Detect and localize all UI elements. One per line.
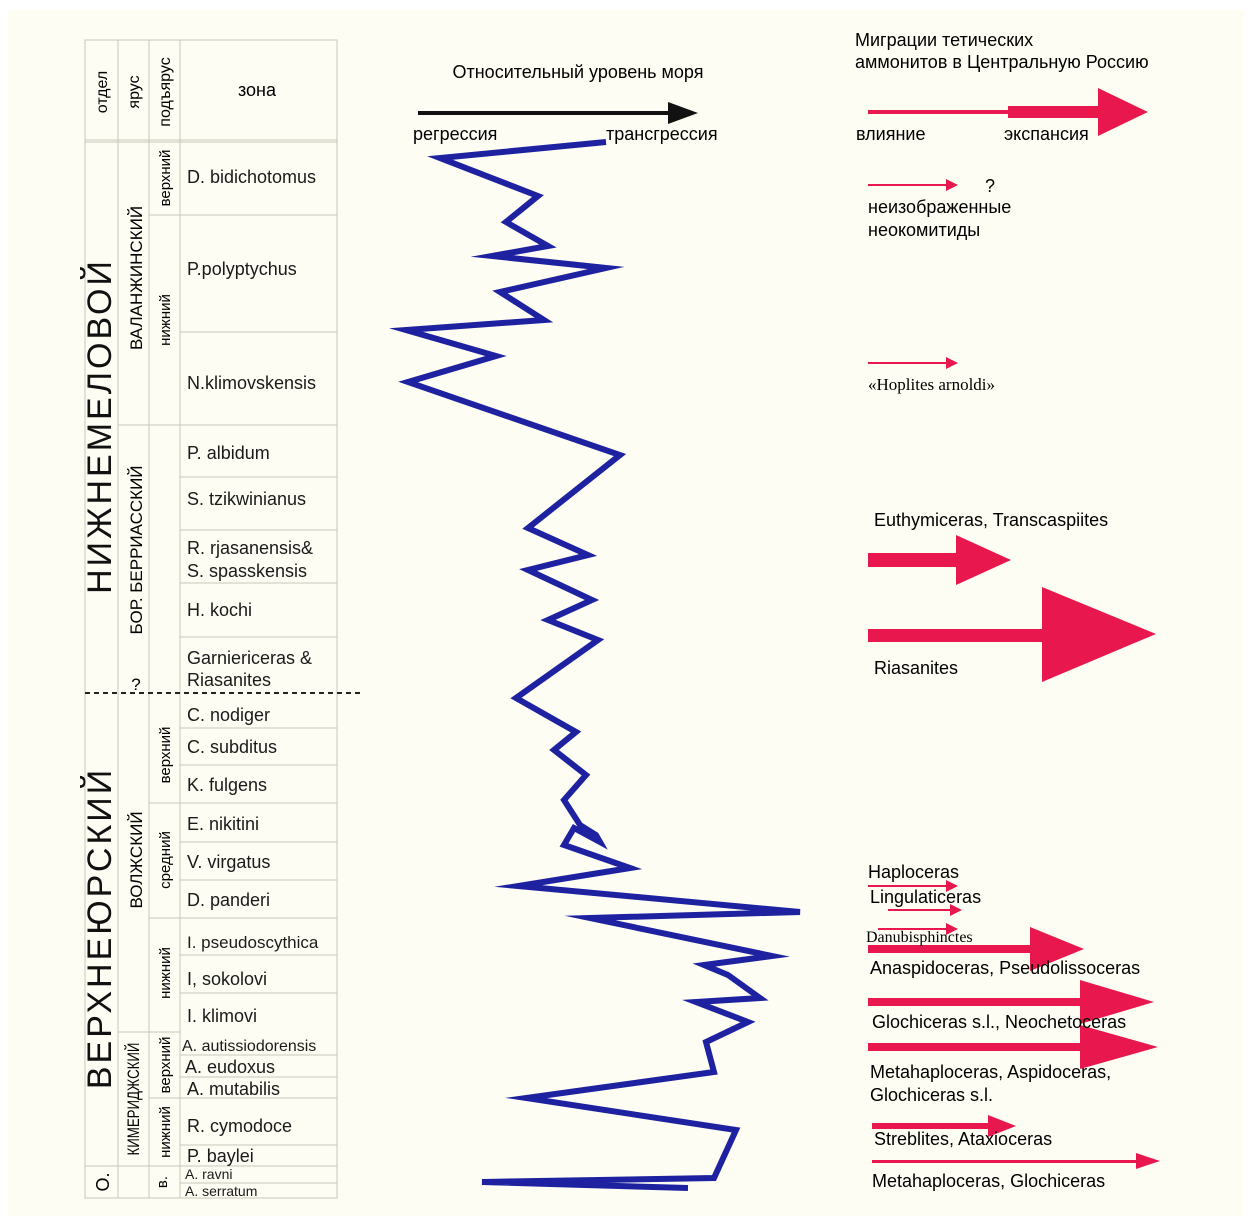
migration-arrowhead: [1136, 1153, 1160, 1169]
migration-title-line1: Миграции тетических: [855, 30, 1033, 50]
zone-label: P. baylei: [187, 1146, 254, 1166]
migration-label: Glochiceras s.l.: [870, 1085, 993, 1105]
figure-panel: отдел ярус подъярус зона НИЖНЕМЕЛОВОЙ ВЕ…: [8, 10, 1244, 1216]
migration-arrowhead: [946, 880, 958, 892]
zone-label: D. panderi: [187, 890, 270, 910]
migration-arrow: [872, 1160, 1140, 1163]
zone-label: I. pseudoscythica: [187, 933, 319, 952]
zone-label: R. rjasanensis&: [187, 538, 313, 558]
influence-label: влияние: [856, 124, 925, 144]
zone-label: A. mutabilis: [187, 1079, 280, 1099]
migration-label: Danubisphinctes: [866, 929, 973, 946]
migration-label: Glochiceras s.l., Neochetoceras: [872, 1012, 1126, 1032]
migration-question-mark: ?: [985, 176, 995, 196]
migration-label: Metahaploceras, Aspidoceras,: [870, 1062, 1111, 1082]
migration-label: Haploceras: [868, 862, 959, 882]
stage-berriasian: БОР. БЕРРИАССКИЙ: [127, 465, 146, 634]
migration-arrow: [868, 927, 1084, 971]
migration-label: неокомитиды: [868, 220, 980, 240]
zone-label: A. autissiodorensis: [182, 1038, 316, 1055]
zone-label: P. albidum: [187, 443, 270, 463]
stratigraphic-table: отдел ярус подъярус зона НИЖНЕМЕЛОВОЙ ВЕ…: [81, 39, 360, 1199]
migration-arrow: [868, 1025, 1158, 1069]
zone-label: A. serratum: [185, 1183, 257, 1199]
migration-arrow: [868, 885, 948, 887]
migration-arrow: [868, 184, 948, 186]
stage-question: ?: [131, 675, 140, 694]
migration-label: Euthymiceras, Transcaspiites: [874, 510, 1108, 530]
zone-label: S. spasskensis: [187, 561, 307, 581]
migration-arrow: [868, 362, 948, 364]
migration-arrowhead: [946, 923, 958, 935]
zone-label: P.polyptychus: [187, 259, 297, 279]
stage-oxf-v: в.: [154, 1176, 171, 1188]
table-grid: [84, 39, 338, 1199]
migration-arrow: [868, 587, 1156, 682]
header-podyarus: подъярус: [157, 57, 174, 126]
migration-label: «Hoplites arnoldi»: [868, 375, 995, 394]
migration-arrowhead: [946, 357, 958, 369]
sea-level-axis-arrowhead: [668, 102, 698, 124]
zone-label: S. tzikwinianus: [187, 489, 306, 509]
migration-label: неизображенные: [868, 197, 1011, 217]
expansion-label: экспансия: [1004, 124, 1089, 144]
migration-label: Streblites, Ataxioceras: [874, 1129, 1052, 1149]
stage-valanginian: ВАЛАНЖИНСКИЙ: [127, 206, 146, 350]
regression-label: регрессия: [413, 124, 497, 144]
zone-label: R. cymodoce: [187, 1116, 292, 1136]
stage-volgian: ВОЛЖСКИЙ: [127, 811, 146, 908]
zone-label: E. nikitini: [187, 814, 259, 834]
substage-volgian-upper: верхний: [157, 727, 174, 784]
zone-label: Riasanites: [187, 670, 271, 690]
header-otdel: отдел: [94, 71, 111, 113]
migration-label: Lingulaticeras: [870, 887, 981, 907]
migration-panel: Миграции тетических аммонитов в Централь…: [855, 30, 1160, 1191]
zone-label: A. eudoxus: [185, 1057, 275, 1077]
zone-label: N.klimovskensis: [187, 373, 316, 393]
header-zona: зона: [238, 80, 277, 100]
sea-level-curve-panel: Относительный уровень моря регрессия тра…: [389, 62, 801, 1191]
sea-level-curve: [389, 139, 801, 1191]
zone-label: H. kochi: [187, 600, 252, 620]
substage-kimmeridgian-lower: нижний: [157, 1106, 174, 1158]
zone-label: K. fulgens: [187, 775, 267, 795]
zone-label: C. nodiger: [187, 705, 270, 725]
stage-kimmeridgian: КИМЕРИДЖСКИЙ: [123, 1043, 143, 1156]
migration-arrows: [868, 179, 1160, 1169]
migration-arrowhead: [946, 179, 958, 191]
sea-level-title: Относительный уровень моря: [453, 62, 704, 82]
migration-title-line2: аммонитов в Центральную Россию: [855, 52, 1149, 72]
substage-volgian-middle: средний: [157, 831, 174, 889]
migration-label: Metahaploceras, Glochiceras: [872, 1171, 1105, 1191]
zone-label: A. ravni: [185, 1166, 232, 1182]
division-o: О.: [93, 1172, 113, 1191]
migration-label: Anaspidoceras, Pseudolissoceras: [870, 958, 1140, 978]
substage-valanginian-upper: верхний: [157, 150, 174, 207]
division-upper-jurassic: ВЕРХНЕЮРСКИЙ: [81, 767, 119, 1089]
zone-label: Garniericeras &: [187, 648, 312, 668]
substage-volgian-lower: нижний: [157, 947, 174, 999]
header-yarus: ярус: [126, 75, 143, 108]
migration-arrow: [872, 1115, 1016, 1137]
legend-arrow: [868, 88, 1148, 136]
transgression-label: трансгрессия: [606, 124, 718, 144]
zone-labels: D. bidichotomus P.polyptychus N.klimovsk…: [182, 167, 319, 1199]
migration-arrow: [878, 928, 948, 930]
zone-label: V. virgatus: [187, 852, 270, 872]
zone-label: I, sokolovi: [187, 969, 267, 989]
substage-valanginian-lower: нижний: [157, 294, 174, 346]
substage-kimmeridgian-upper: верхний: [157, 1037, 174, 1094]
zone-label: C. subditus: [187, 737, 277, 757]
migration-arrow: [868, 535, 1011, 585]
migration-arrow: [868, 980, 1154, 1024]
zone-label: D. bidichotomus: [187, 167, 316, 187]
zone-label: I. klimovi: [187, 1006, 257, 1026]
migration-arrowhead: [950, 904, 962, 916]
migration-label: Riasanites: [874, 658, 958, 678]
migration-arrow: [888, 909, 952, 911]
division-lower-cretaceous: НИЖНЕМЕЛОВОЙ: [81, 258, 119, 594]
